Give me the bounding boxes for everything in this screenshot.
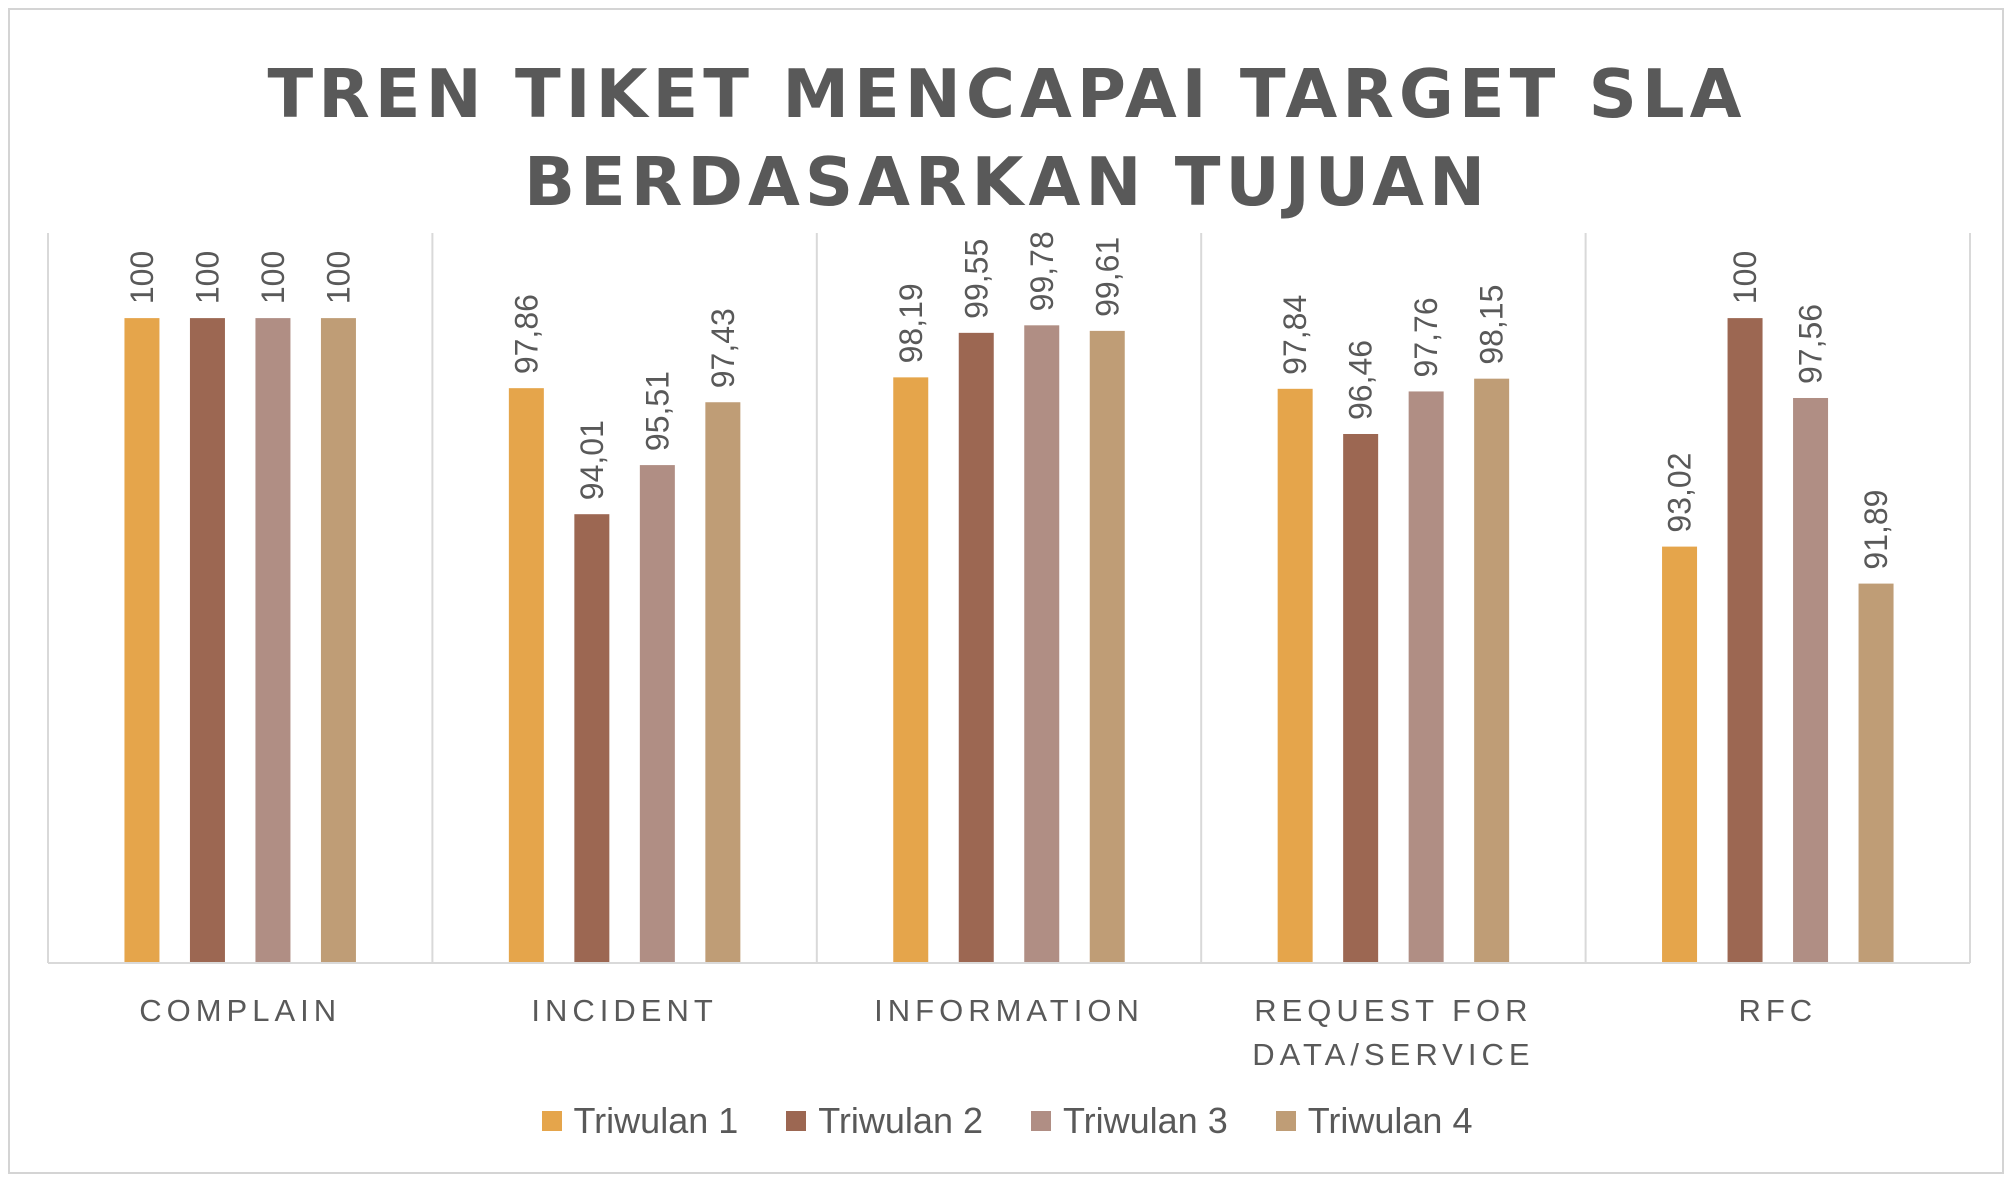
data-label-complain-triwulan-3: 100 [255,251,291,304]
bar-information-triwulan-1 [893,377,929,963]
legend-label-triwulan-2: Triwulan 2 [818,1100,983,1141]
chart-title-line-2: BERDASARKAN TUJUAN [523,143,1491,221]
data-labels: 100 100 100 100 97,86 94,01 95,51 97,43 98,19 99,… [124,231,1894,569]
bar-request-for-data-service-triwulan-3 [1408,391,1444,963]
legend: Triwulan 1 Triwulan 2 Triwulan 3 Triwula… [0,1093,2014,1149]
bar-incident-triwulan-4 [705,402,741,963]
legend-swatch-triwulan-4 [1275,1111,1296,1131]
data-label-information-triwulan-2: 99,55 [958,239,994,319]
data-label-rfc-triwulan-1: 93,02 [1662,453,1698,533]
bar-incident-triwulan-1 [508,388,544,964]
bar-complain-triwulan-2 [189,318,225,963]
legend-swatch-triwulan-2 [786,1111,807,1131]
legend-item-triwulan-1: Triwulan 1 [541,1100,739,1142]
data-label-request-for-data-service-triwulan-2: 96,46 [1343,340,1379,420]
bar-request-for-data-service-triwulan-2 [1343,433,1379,964]
data-label-request-for-data-service-triwulan-4: 98,15 [1474,285,1510,365]
bar-complain-triwulan-1 [124,318,160,963]
bar-information-triwulan-3 [1024,325,1060,963]
x-tick-label-rfc: RFC [1738,993,1817,1028]
data-label-complain-triwulan-1: 100 [124,251,160,304]
data-label-incident-triwulan-2: 94,01 [574,420,610,500]
x-tick-label-request-for-data-service-line-2: DATA/SERVICE [1252,1037,1534,1072]
data-label-rfc-triwulan-3: 97,56 [1793,304,1829,384]
bar-complain-triwulan-4 [320,318,356,963]
legend-label-triwulan-3: Triwulan 3 [1063,1100,1228,1141]
bar-information-triwulan-4 [1089,330,1125,964]
data-label-information-triwulan-4: 99,61 [1089,237,1125,317]
legend-swatch-triwulan-1 [541,1111,562,1131]
bars [124,318,1894,964]
bar-request-for-data-service-triwulan-4 [1474,378,1510,964]
x-tick-label-request-for-data-service-line-1: REQUEST FOR [1254,993,1532,1028]
data-label-incident-triwulan-4: 97,43 [705,308,741,388]
legend-item-triwulan-2: Triwulan 2 [786,1100,983,1142]
bar-incident-triwulan-2 [574,514,610,963]
x-tick-label-incident: INCIDENT [531,993,717,1028]
legend-label-triwulan-1: Triwulan 1 [573,1100,739,1141]
data-label-incident-triwulan-3: 95,51 [639,371,675,451]
x-tick-label-complain: COMPLAIN [139,993,341,1028]
legend-item-triwulan-3: Triwulan 3 [1031,1100,1228,1142]
x-tick-label-information: INFORMATION [874,993,1144,1028]
bar-information-triwulan-2 [958,332,994,964]
legend-item-triwulan-4: Triwulan 4 [1275,1100,1473,1142]
data-label-incident-triwulan-1: 97,86 [508,294,544,374]
data-label-request-for-data-service-triwulan-1: 97,84 [1277,295,1313,375]
bar-rfc-triwulan-4 [1858,583,1894,963]
data-label-complain-triwulan-2: 100 [189,251,225,304]
data-label-rfc-triwulan-4: 91,89 [1858,490,1894,570]
x-axis: COMPLAIN INCIDENT INFORMATION REQUEST FOR DA… [48,962,1970,1072]
bar-rfc-triwulan-2 [1727,318,1763,963]
bar-rfc-triwulan-1 [1662,546,1698,963]
legend-swatch-triwulan-3 [1031,1111,1051,1131]
chart-title: TREN TIKET MENCAPAI TARGET SLA BERDASARK… [0,50,2014,226]
data-label-rfc-triwulan-2: 100 [1727,251,1763,304]
category-separators [47,233,1971,963]
legend-label-triwulan-4: Triwulan 4 [1307,1100,1473,1141]
data-label-request-for-data-service-triwulan-3: 97,76 [1408,297,1444,377]
data-label-information-triwulan-1: 98,19 [893,283,929,363]
bar-incident-triwulan-3 [639,465,675,963]
data-label-complain-triwulan-4: 100 [320,251,356,304]
bar-complain-triwulan-3 [255,318,291,963]
data-label-information-triwulan-3: 99,78 [1024,231,1060,311]
chart-title-line-1: TREN TIKET MENCAPAI TARGET SLA [267,55,1747,133]
bar-request-for-data-service-triwulan-1 [1277,388,1313,963]
bar-rfc-triwulan-3 [1793,397,1829,963]
